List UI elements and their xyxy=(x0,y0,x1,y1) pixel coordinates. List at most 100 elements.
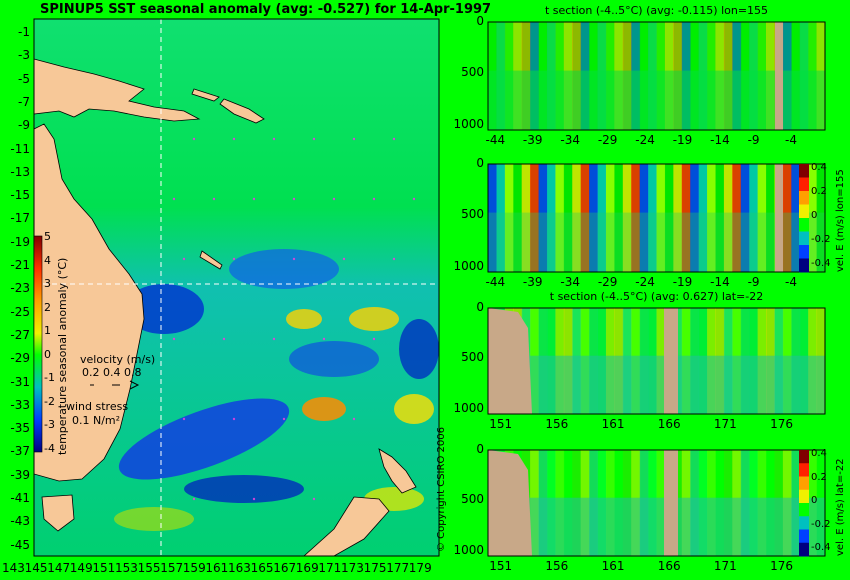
section-cell xyxy=(639,164,649,272)
section-x-tick: -19 xyxy=(672,275,693,289)
section-x-tick: 156 xyxy=(545,559,569,573)
section-cell xyxy=(707,164,716,272)
map-lon-tick: 175 xyxy=(363,561,387,575)
map-lon-tick: 169 xyxy=(295,561,319,575)
map-lon-tick: 153 xyxy=(115,561,138,575)
section-colorbar-segment xyxy=(799,258,809,273)
section-plot-2 xyxy=(487,163,826,273)
map-lat-tick: -1 xyxy=(18,25,30,39)
section-colorbar-segment xyxy=(799,450,809,464)
section-x-tick: 151 xyxy=(489,417,513,431)
section-cell xyxy=(513,164,523,272)
map-lon-tick: 179 xyxy=(408,561,432,575)
map-colorbar-tick: -4 xyxy=(44,441,55,455)
section-colorbar-tick: -0.4 xyxy=(811,258,831,269)
map-colorbar-tick: 5 xyxy=(44,230,51,243)
map-colorbar-label: temperature seasonal anomaly (°C) xyxy=(56,257,69,455)
section-cell xyxy=(673,164,683,272)
map-lon-tick: 167 xyxy=(273,561,297,575)
map-lat-tick: -3 xyxy=(18,48,30,63)
section-deep-layer xyxy=(488,355,825,414)
section-x-tick: 166 xyxy=(657,417,681,431)
section-colorbar-segment xyxy=(799,231,809,246)
section-colorbar-segment xyxy=(799,177,809,192)
map-lat-tick: -39 xyxy=(10,467,30,482)
section-x-tick: -14 xyxy=(710,133,730,147)
section-cell xyxy=(782,164,792,272)
section-x-tick: -9 xyxy=(747,275,760,289)
section-land-mask xyxy=(664,450,678,556)
map-lat-tick: -27 xyxy=(10,327,30,342)
land-new-guinea xyxy=(33,58,201,122)
section-cell xyxy=(648,164,657,272)
section-colorbar-tick: 0.2 xyxy=(811,186,827,197)
section-plot-3 xyxy=(487,307,826,415)
section-x-tick: 171 xyxy=(713,559,737,573)
section-cell xyxy=(732,164,742,272)
section-cell xyxy=(521,164,531,272)
section-x-tick: -34 xyxy=(560,275,580,289)
section-cell xyxy=(555,164,565,272)
map-lat-tick: -21 xyxy=(10,258,30,272)
section-colorbar-tick: -0.2 xyxy=(811,234,831,245)
section-colorbar-segment xyxy=(799,489,809,504)
map-lon-tick: 151 xyxy=(92,561,116,575)
map-lat-tick: -25 xyxy=(10,304,30,319)
section-cell xyxy=(488,164,497,272)
section-colorbar-segment xyxy=(799,476,809,491)
map-lat-tick: -19 xyxy=(10,234,30,249)
section-cell xyxy=(605,164,615,272)
map-lat-tick: -5 xyxy=(18,71,30,86)
section-y-tick: 500 xyxy=(461,350,484,365)
section-x-tick: 156 xyxy=(545,417,569,431)
map-colorbar-tick: 1 xyxy=(44,324,51,337)
map-lon-tick: 145 xyxy=(24,561,48,575)
section-colorbar-tick: 0 xyxy=(811,210,818,221)
section-side-label: vel. E (m/s) lon=155 xyxy=(835,169,846,272)
section-cell xyxy=(580,164,590,272)
section-frame xyxy=(487,21,826,131)
section-cell xyxy=(504,164,514,272)
map-lon-tick: 171 xyxy=(318,561,342,575)
map-lat-tick: -43 xyxy=(10,514,30,529)
section-colorbar-tick: 0.4 xyxy=(811,162,827,173)
map-lat-tick: -15 xyxy=(10,188,30,203)
section-cell xyxy=(681,164,691,272)
section-cell xyxy=(664,164,674,272)
section-x-tick: -34 xyxy=(560,133,580,147)
section-x-tick: 151 xyxy=(489,559,513,573)
map-colorbar xyxy=(33,235,43,453)
map-lon-tick: 143 xyxy=(2,561,25,575)
section-colorbar-tick: 0.4 xyxy=(811,448,827,459)
section-deep-layer xyxy=(488,70,825,130)
section-x-tick: -19 xyxy=(672,133,693,147)
section-x-tick: -44 xyxy=(485,275,506,289)
section-colorbar-tick: 0 xyxy=(811,495,818,506)
map-lat-tick: -37 xyxy=(10,444,30,459)
map-lon-tick: 147 xyxy=(47,561,71,575)
section-x-tick: -24 xyxy=(635,133,655,147)
map-lon-tick: 177 xyxy=(386,561,410,575)
section-cell xyxy=(698,164,708,272)
section-colorbar-tick: -0.4 xyxy=(811,542,831,553)
section-y-tick: 0 xyxy=(476,442,484,456)
section-x-tick: 176 xyxy=(770,559,793,573)
section-cell xyxy=(631,164,641,272)
section-plot-1 xyxy=(487,21,826,131)
section-colorbar-segment xyxy=(799,516,809,530)
map-lat-tick: -41 xyxy=(10,491,30,505)
section-y-tick: 500 xyxy=(461,65,484,80)
section-cell xyxy=(791,164,801,272)
section-side-label: vel. E (m/s) lat=-22 xyxy=(835,458,846,556)
section-cell xyxy=(597,164,607,272)
map-lon-tick: 161 xyxy=(205,561,229,575)
section-cell xyxy=(808,164,818,272)
section-colorbar-segment xyxy=(799,245,809,259)
section-y-tick: 1000 xyxy=(453,542,484,557)
section-y-tick: 1000 xyxy=(453,400,484,415)
map-lon-tick: 157 xyxy=(160,561,184,575)
section-x-tick: 161 xyxy=(601,417,625,431)
section-x-tick: -14 xyxy=(710,275,730,289)
section-cell xyxy=(766,164,775,272)
section-land-mask xyxy=(775,164,783,272)
